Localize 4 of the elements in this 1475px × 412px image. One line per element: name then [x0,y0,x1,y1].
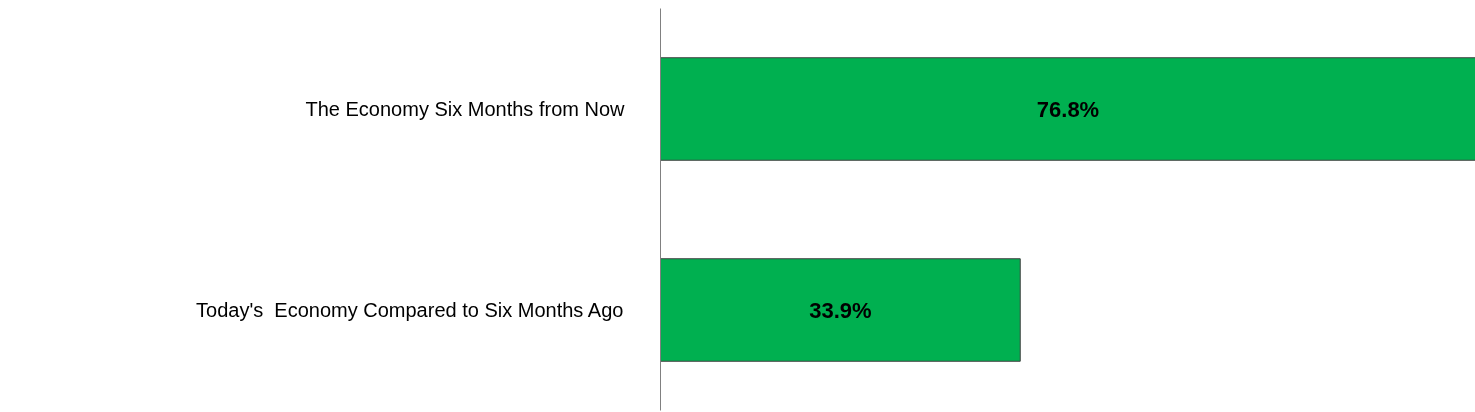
y-tick-label: The Economy Six Months from Now [305,98,626,120]
y-tick-label: Today's Economy Compared to Six Months Ago [196,299,624,321]
data-label: 33.9% [809,297,872,323]
data-label: 76.8% [1036,96,1100,122]
